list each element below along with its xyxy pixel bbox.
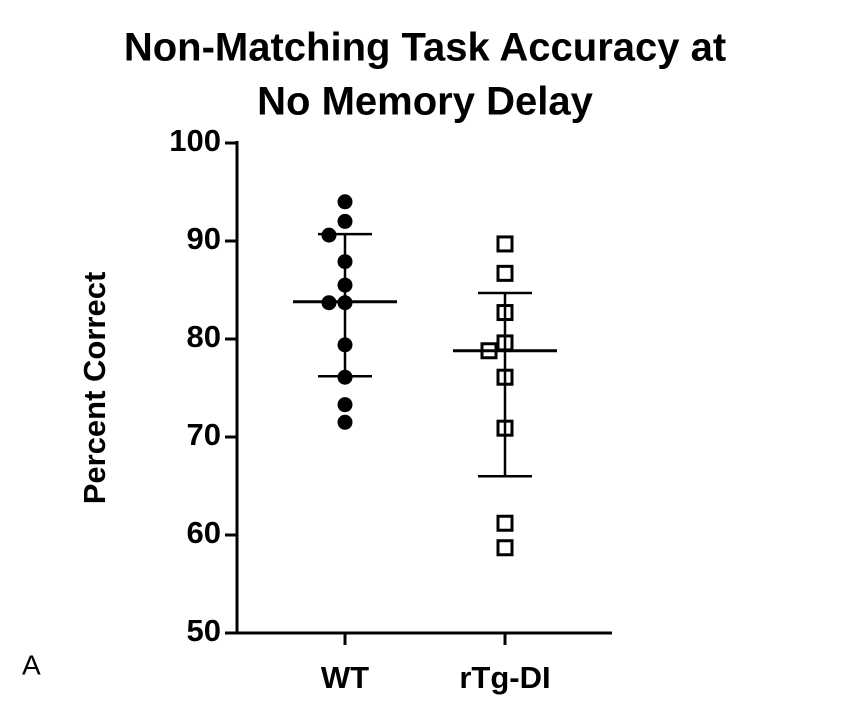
x-tick-label: rTg-DI (459, 660, 550, 695)
data-point (337, 213, 353, 229)
y-tick-label: 90 (187, 221, 221, 256)
y-tick-label: 80 (187, 319, 221, 354)
panel-label: A (22, 649, 41, 680)
x-tick-label: WT (321, 660, 369, 695)
chart-title: No Memory Delay (257, 80, 593, 124)
y-axis-label: Percent Correct (77, 272, 112, 505)
y-tick-label: 50 (187, 613, 221, 648)
y-tick-label: 100 (169, 123, 221, 158)
chart-title: Non-Matching Task Accuracy at (124, 26, 726, 70)
data-point (337, 194, 353, 210)
data-point (496, 514, 514, 532)
data-point (496, 235, 514, 253)
data-point (496, 264, 514, 282)
data-point (496, 539, 514, 557)
y-tick-label: 70 (187, 417, 221, 452)
y-tick-label: 60 (187, 515, 221, 550)
data-point (337, 414, 353, 430)
data-point (337, 397, 353, 413)
